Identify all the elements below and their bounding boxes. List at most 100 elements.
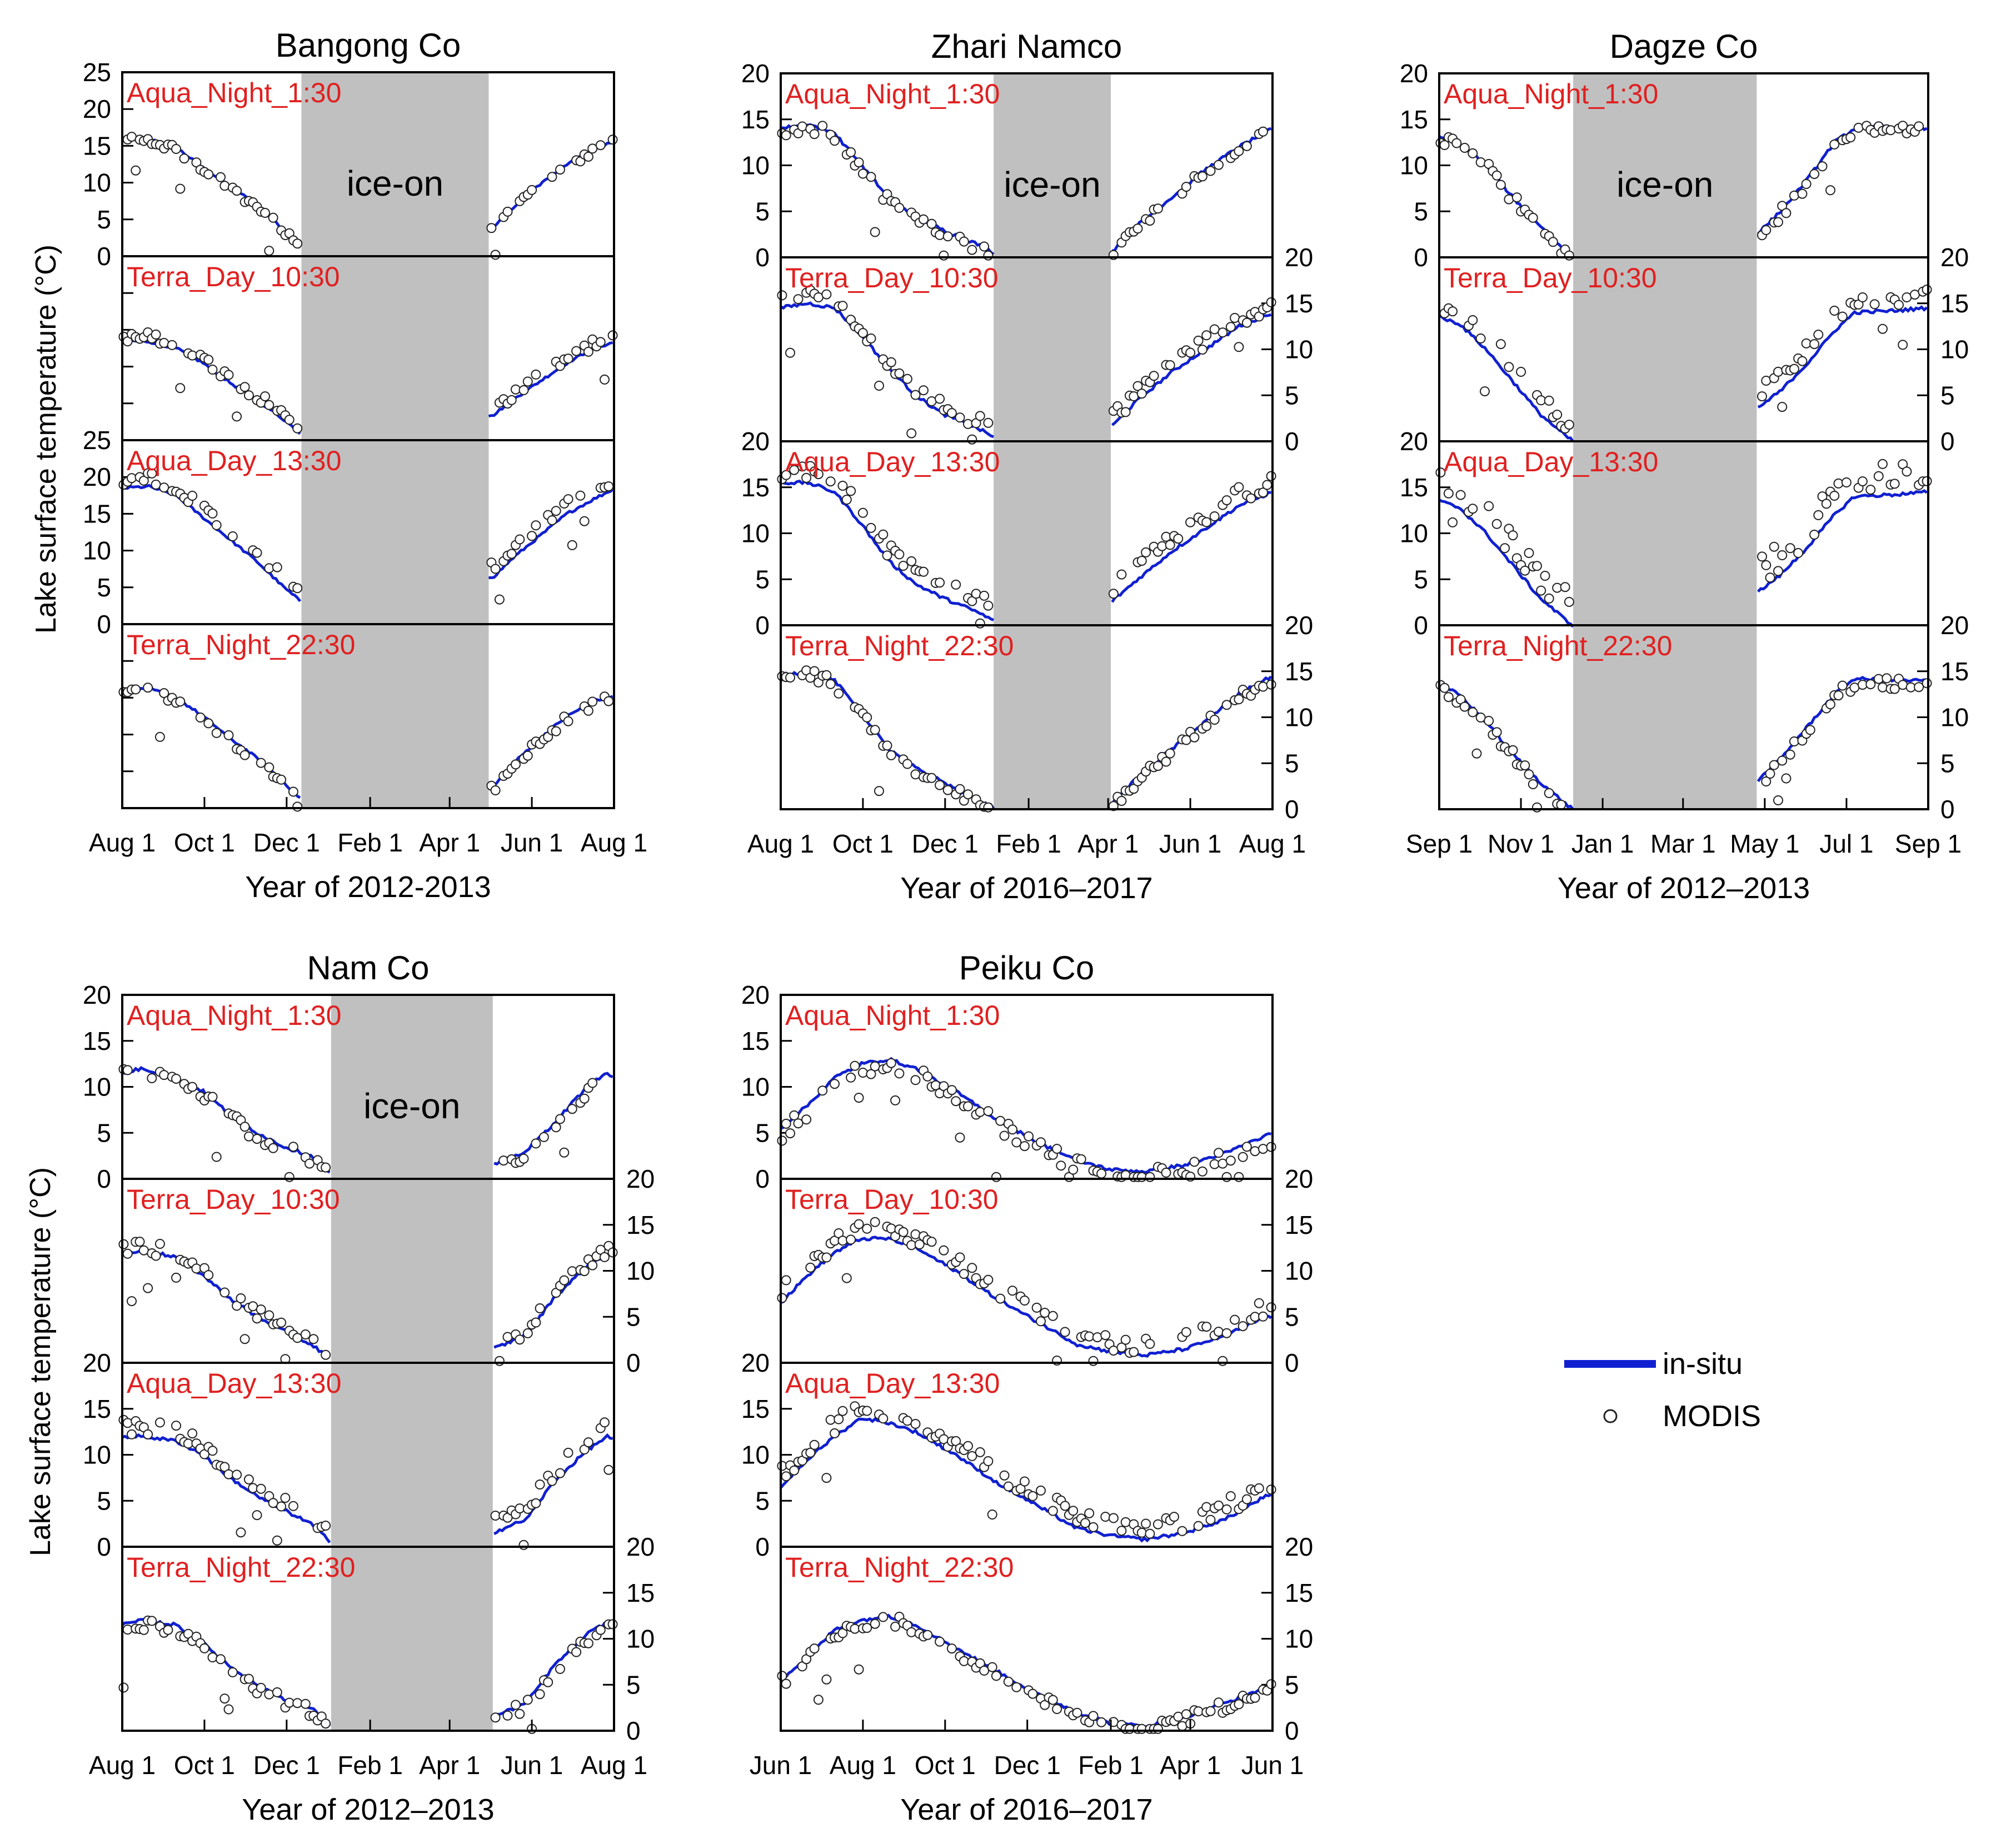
- modis-point: [1136, 1527, 1147, 1538]
- panel-0: 0 5 10 15 20 Aqua_Night_1:30: [83, 980, 615, 1193]
- modis-point: [219, 1693, 230, 1704]
- modis-point: [159, 688, 169, 699]
- modis-point: [1262, 480, 1273, 490]
- modis-point: [1480, 386, 1490, 397]
- modis-point: [502, 206, 513, 217]
- modis-point: [935, 1636, 945, 1647]
- modis-point: [1141, 1518, 1151, 1529]
- modis-point: [874, 381, 884, 391]
- modis-point: [1484, 501, 1494, 511]
- modis-point: [1165, 360, 1175, 370]
- modis-point: [898, 561, 909, 571]
- y-tick-label: 0: [1285, 427, 1299, 456]
- modis-point: [1152, 1519, 1163, 1530]
- legend-insitu-label: in-situ: [1663, 1347, 1743, 1381]
- modis-point: [1528, 779, 1538, 789]
- modis-point: [1443, 488, 1454, 499]
- modis-point: [1825, 185, 1835, 196]
- modis-point: [1468, 504, 1478, 514]
- modis-point: [857, 168, 868, 179]
- modis-point: [1894, 300, 1904, 310]
- modis-point: [1209, 715, 1220, 725]
- x-tick-label: Oct 1: [174, 828, 235, 857]
- modis-point: [1777, 402, 1788, 412]
- modis-point: [902, 373, 912, 384]
- modis-point: [967, 1263, 977, 1273]
- modis-point: [118, 1682, 129, 1693]
- modis-point: [1116, 1342, 1127, 1353]
- modis-point: [203, 355, 214, 365]
- modis-point: [870, 1061, 880, 1072]
- modis-point: [223, 370, 234, 380]
- modis-point: [1258, 126, 1268, 137]
- modis-point: [785, 673, 795, 683]
- modis-point: [1047, 1695, 1058, 1705]
- insitu-line: [122, 484, 302, 602]
- modis-point: [821, 1674, 832, 1685]
- modis-point: [963, 789, 973, 800]
- modis-point: [935, 393, 945, 404]
- modis-point: [1189, 732, 1200, 743]
- x-tick-label: Jun 1: [1241, 1751, 1304, 1780]
- modis-point: [1221, 1172, 1232, 1182]
- modis-point: [1258, 681, 1268, 692]
- chart-0: Bangong Co ice-on 0 5 10 15 20 25 Aqua_Night_1:3…: [83, 27, 647, 904]
- modis-point: [207, 365, 218, 375]
- modis-point: [1145, 1528, 1155, 1539]
- y-tick-label: 5: [1940, 381, 1955, 410]
- modis-point: [292, 1333, 303, 1343]
- modis-point: [543, 1677, 553, 1687]
- modis-point: [1225, 1155, 1236, 1166]
- modis-point: [1152, 761, 1163, 771]
- modis-point: [276, 774, 287, 785]
- modis-point: [321, 1349, 331, 1360]
- modis-point: [1031, 1302, 1042, 1313]
- panel-label: Terra_Night_22:30: [785, 630, 1014, 661]
- modis-point: [1266, 1142, 1276, 1152]
- modis-point: [154, 731, 165, 742]
- modis-point: [223, 730, 234, 740]
- modis-point: [280, 1493, 291, 1503]
- panel-3: 0 5 10 15 20 Terra_Night_22:30: [118, 1532, 655, 1745]
- panel-1: 0 5 10 15 20 Terra_Day_10:30: [1438, 243, 1969, 456]
- modis-point: [551, 506, 561, 516]
- modis-point: [122, 1625, 133, 1635]
- modis-point: [531, 1498, 541, 1508]
- modis-point: [252, 547, 262, 558]
- y-tick-label: 5: [755, 197, 770, 226]
- modis-point: [850, 1060, 860, 1071]
- modis-point: [1036, 1316, 1046, 1327]
- y-tick-label: 5: [1285, 381, 1299, 410]
- y-tick-label: 10: [83, 1441, 111, 1470]
- modis-point: [1459, 701, 1470, 712]
- x-tick-label: Aug 1: [747, 829, 814, 858]
- panel-label: Aqua_Night_1:30: [785, 78, 1000, 109]
- x-tick-label: Apr 1: [419, 1751, 480, 1780]
- modis-point: [288, 1501, 298, 1511]
- modis-point: [211, 1152, 222, 1162]
- modis-point: [603, 696, 614, 706]
- modis-point: [522, 750, 533, 761]
- modis-point: [1552, 410, 1563, 420]
- modis-point: [171, 1421, 181, 1431]
- x-tick-label: Oct 1: [174, 1751, 235, 1780]
- panel-label: Aqua_Night_1:30: [1444, 78, 1658, 109]
- modis-point: [1027, 1491, 1038, 1501]
- modis-point: [134, 1237, 145, 1247]
- modis-point: [321, 1719, 331, 1729]
- modis-point: [854, 1219, 864, 1229]
- modis-point: [1234, 342, 1244, 352]
- y-tick-label: 5: [97, 1486, 111, 1515]
- y-tick-label: 15: [1400, 105, 1428, 134]
- y-tick-label: 0: [1285, 1716, 1299, 1745]
- modis-point: [946, 1085, 957, 1095]
- y-tick-label: 10: [1285, 703, 1313, 732]
- modis-point: [983, 1274, 994, 1285]
- modis-point: [857, 507, 868, 518]
- modis-point: [243, 1474, 254, 1485]
- x-tick-label: May 1: [1730, 829, 1799, 858]
- modis-point: [1246, 493, 1256, 504]
- panel-label: Aqua_Day_13:30: [127, 445, 341, 476]
- modis-point: [821, 670, 832, 680]
- modis-point: [272, 1687, 282, 1697]
